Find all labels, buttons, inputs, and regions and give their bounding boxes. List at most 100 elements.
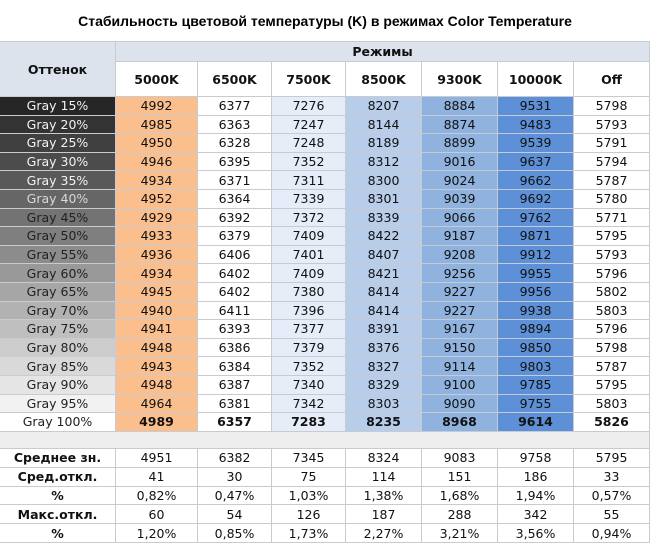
value-cell: 9785 xyxy=(498,376,574,395)
column-header: 7500K xyxy=(272,62,346,97)
value-cell: 8899 xyxy=(422,134,498,153)
value-cell: 6411 xyxy=(198,301,272,321)
value-cell: 6387 xyxy=(198,376,272,395)
stat-cell: 187 xyxy=(346,505,422,525)
stat-cell: 54 xyxy=(198,505,272,525)
value-cell: 7283 xyxy=(272,413,346,432)
stat-cell: 126 xyxy=(272,505,346,525)
stat-cell: 60 xyxy=(116,505,198,525)
value-cell: 9256 xyxy=(422,264,498,283)
value-cell: 9871 xyxy=(498,227,574,246)
stat-cell: 9083 xyxy=(422,449,498,468)
value-cell: 4985 xyxy=(116,115,198,135)
value-cell: 8376 xyxy=(346,338,422,358)
value-cell: 7401 xyxy=(272,245,346,265)
value-cell: 7247 xyxy=(272,115,346,135)
value-cell: 4948 xyxy=(116,376,198,395)
value-cell: 8422 xyxy=(346,227,422,246)
value-cell: 9150 xyxy=(422,338,498,358)
row-label: Gray 75% xyxy=(0,320,116,339)
stat-cell: 0,47% xyxy=(198,486,272,506)
value-cell: 5787 xyxy=(574,357,650,376)
value-cell: 5803 xyxy=(574,301,650,321)
value-cell: 9016 xyxy=(422,152,498,172)
group-header: Режимы xyxy=(116,41,650,62)
value-cell: 9912 xyxy=(498,245,574,265)
row-label: Gray 15% xyxy=(0,97,116,116)
value-cell: 6357 xyxy=(198,413,272,432)
value-cell: 9637 xyxy=(498,152,574,172)
value-cell: 5798 xyxy=(574,338,650,358)
value-cell: 7409 xyxy=(272,264,346,283)
value-cell: 7409 xyxy=(272,227,346,246)
value-cell: 9762 xyxy=(498,208,574,228)
value-cell: 9614 xyxy=(498,413,574,432)
value-cell: 8235 xyxy=(346,413,422,432)
value-cell: 8207 xyxy=(346,97,422,116)
value-cell: 8421 xyxy=(346,264,422,283)
value-cell: 5802 xyxy=(574,283,650,302)
row-label: Gray 90% xyxy=(0,376,116,395)
value-cell: 8407 xyxy=(346,245,422,265)
stat-cell: 8324 xyxy=(346,449,422,468)
value-cell: 5796 xyxy=(574,320,650,339)
value-cell: 7379 xyxy=(272,338,346,358)
value-cell: 7396 xyxy=(272,301,346,321)
stat-cell: 3,56% xyxy=(498,524,574,543)
stat-cell: 0,82% xyxy=(116,486,198,506)
row-label: Gray 65% xyxy=(0,283,116,302)
column-header: 5000K xyxy=(116,62,198,97)
value-cell: 5793 xyxy=(574,245,650,265)
value-cell: 9692 xyxy=(498,190,574,209)
value-cell: 9039 xyxy=(422,190,498,209)
value-cell: 9090 xyxy=(422,394,498,414)
value-cell: 4989 xyxy=(116,413,198,432)
value-cell: 5826 xyxy=(574,413,650,432)
stat-cell: 151 xyxy=(422,467,498,487)
value-cell: 9187 xyxy=(422,227,498,246)
value-cell: 8300 xyxy=(346,171,422,190)
stat-cell: 41 xyxy=(116,467,198,487)
value-cell: 4946 xyxy=(116,152,198,172)
value-cell: 9850 xyxy=(498,338,574,358)
row-label: Gray 60% xyxy=(0,264,116,283)
value-cell: 4934 xyxy=(116,264,198,283)
stat-cell: 4951 xyxy=(116,449,198,468)
value-cell: 9483 xyxy=(498,115,574,135)
value-cell: 8329 xyxy=(346,376,422,395)
stat-cell: 1,94% xyxy=(498,486,574,506)
value-cell: 6392 xyxy=(198,208,272,228)
value-cell: 7311 xyxy=(272,171,346,190)
value-cell: 8312 xyxy=(346,152,422,172)
value-cell: 5787 xyxy=(574,171,650,190)
value-cell: 6364 xyxy=(198,190,272,209)
row-label: Gray 70% xyxy=(0,301,116,321)
value-cell: 9938 xyxy=(498,301,574,321)
value-cell: 4940 xyxy=(116,301,198,321)
value-cell: 5798 xyxy=(574,97,650,116)
value-cell: 6395 xyxy=(198,152,272,172)
value-cell: 5771 xyxy=(574,208,650,228)
value-cell: 4992 xyxy=(116,97,198,116)
value-cell: 6386 xyxy=(198,338,272,358)
stat-cell: 1,20% xyxy=(116,524,198,543)
column-header: Off xyxy=(574,62,650,97)
value-cell: 7339 xyxy=(272,190,346,209)
value-cell: 9227 xyxy=(422,283,498,302)
value-cell: 5795 xyxy=(574,227,650,246)
value-cell: 5780 xyxy=(574,190,650,209)
value-cell: 9100 xyxy=(422,376,498,395)
separator-row xyxy=(0,431,650,449)
row-label: Gray 85% xyxy=(0,357,116,376)
value-cell: 9803 xyxy=(498,357,574,376)
stat-cell: 9758 xyxy=(498,449,574,468)
row-label: Gray 25% xyxy=(0,134,116,153)
column-header: 10000K xyxy=(498,62,574,97)
stat-cell: 2,27% xyxy=(346,524,422,543)
stat-cell: 0,85% xyxy=(198,524,272,543)
stat-cell: 75 xyxy=(272,467,346,487)
value-cell: 8327 xyxy=(346,357,422,376)
value-cell: 9894 xyxy=(498,320,574,339)
value-cell: 8144 xyxy=(346,115,422,135)
row-label: Gray 95% xyxy=(0,394,116,414)
